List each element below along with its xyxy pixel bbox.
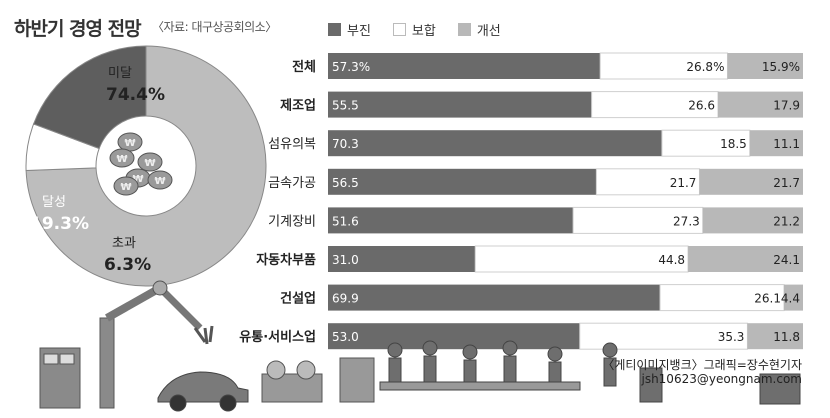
category-label: 기계장비 [268, 214, 316, 229]
legend-item-slump: 부진 [328, 20, 371, 39]
bar-segment [688, 246, 803, 272]
bar-segment [328, 130, 662, 157]
legend: 부진 보합 개선 [328, 20, 501, 39]
category-label: 금속가공 [268, 176, 316, 191]
bar-segment [699, 168, 803, 195]
data-label: 11.1 [773, 137, 800, 151]
bar-segment [474, 245, 689, 273]
data-label: 44.8 [658, 253, 685, 267]
data-label: 26.8% [686, 60, 724, 74]
data-label: 55.5 [332, 99, 359, 113]
legend-swatch-slump [328, 23, 341, 36]
svg-text:₩: ₩ [116, 154, 127, 165]
category-label: 제조업 [280, 99, 316, 114]
data-label: 27.3 [673, 214, 700, 228]
data-label: 69.9 [332, 292, 359, 306]
legend-label-flat: 보합 [411, 24, 436, 39]
source-note: 〈자료: 대구상공회의소〉 [152, 20, 277, 34]
svg-text:₩: ₩ [154, 176, 165, 187]
bar-segment [328, 284, 661, 311]
pie-slice [25, 45, 267, 287]
legend-item-flat: 보합 [392, 20, 436, 39]
slice-value-label: 74.4% [106, 85, 165, 105]
data-label: 35.3 [718, 330, 745, 344]
svg-text:₩: ₩ [144, 158, 155, 169]
data-label: 15.9% [762, 60, 800, 74]
industry-illustration [39, 280, 801, 412]
svg-text:₩: ₩ [132, 174, 143, 185]
factory-line-icon [261, 357, 375, 403]
pie-slice [32, 45, 147, 150]
data-label: 70.3 [332, 137, 359, 151]
bar-segment [661, 129, 751, 157]
slice-value-label: 6.3% [104, 255, 151, 275]
bar-segment [328, 246, 476, 272]
data-label: 21.7 [670, 176, 697, 190]
category-label: 자동차부품 [256, 252, 316, 268]
bar-segment [599, 52, 728, 80]
data-label: 11.8 [773, 330, 800, 344]
bar-segment [572, 206, 704, 234]
bar-segment [591, 91, 719, 119]
bar-segment [328, 168, 597, 195]
stacked-bar-chart: 전체 57.3% 26.8% 15.9% 제조업 55.5 26.6 17.9 섬유의복 70.3… [239, 52, 803, 350]
svg-text:₩: ₩ [124, 138, 135, 149]
credit-line-2: jsh10623@yeongnam.com [641, 372, 802, 386]
category-label: 유통·서비스업 [239, 330, 316, 345]
bar-segment [702, 207, 803, 234]
legend-label-improve: 개선 [476, 24, 501, 39]
category-label: 섬유의복 [268, 137, 316, 152]
legend-item-improve: 개선 [457, 20, 501, 39]
credit-line-1: 〈게티이미지뱅크〉그래픽=장수현기자 [602, 358, 802, 372]
data-label: 26.1 [754, 292, 781, 306]
data-label: 56.5 [332, 176, 359, 190]
bar-segment [595, 168, 700, 196]
data-label: 18.5 [720, 137, 747, 151]
data-label: 51.6 [332, 214, 359, 228]
bar-segment [784, 284, 803, 311]
legend-swatch-improve [457, 23, 471, 36]
slice-name-label: 초과 [112, 236, 136, 251]
data-label: 17.9 [773, 99, 800, 113]
svg-text:₩: ₩ [120, 182, 131, 193]
bar-segment [328, 323, 580, 350]
data-label: 24.1 [773, 253, 800, 267]
data-label: 57.3% [332, 60, 370, 74]
bar-segment [328, 91, 592, 118]
data-label: 21.7 [773, 176, 800, 190]
meeting-people-icon [379, 340, 801, 405]
bar-segment [328, 207, 574, 234]
category-label: 건설업 [280, 291, 316, 307]
slice-name-label: 미달 [108, 66, 132, 81]
slice-value-label: 19.3% [30, 214, 89, 234]
slice-name-label: 달성 [42, 195, 66, 210]
data-label: 21.2 [773, 214, 800, 228]
bar-segment [328, 53, 601, 79]
won-coins-icon: ₩₩ ₩₩ ₩₩ [109, 132, 173, 196]
bar-segment [717, 91, 803, 118]
page-title: 하반기 경영 전망 [14, 18, 142, 40]
category-label: 전체 [292, 59, 316, 75]
data-label: 53.0 [332, 330, 359, 344]
data-label: 4.4 [781, 292, 800, 306]
legend-swatch-flat [392, 23, 406, 36]
data-label: 31.0 [332, 253, 359, 267]
bar-segment [727, 53, 803, 79]
legend-label-slump: 부진 [347, 24, 371, 39]
bar-segment [747, 323, 803, 350]
car-icon [157, 371, 249, 412]
data-label: 26.6 [688, 99, 715, 113]
bar-segment [749, 130, 803, 157]
